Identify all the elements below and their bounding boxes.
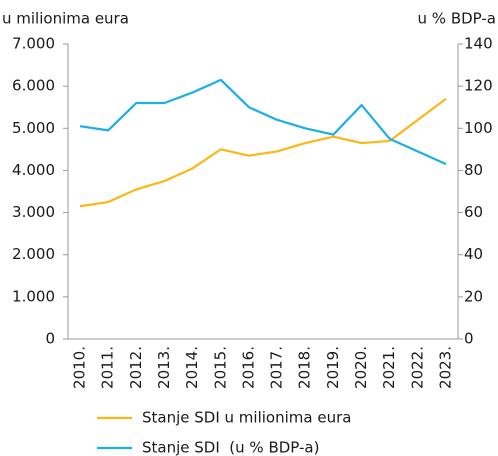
y2-tick-label: 100 bbox=[464, 119, 493, 137]
y2-tick-label: 120 bbox=[464, 77, 493, 95]
x-tick-label: 2017. bbox=[268, 346, 286, 389]
y2-tick-label: 20 bbox=[464, 287, 483, 305]
x-tick-label: 2021. bbox=[380, 346, 398, 389]
y-tick-label: 2.000 bbox=[12, 245, 55, 263]
y-tick-label: 3.000 bbox=[12, 203, 55, 221]
line-series bbox=[79, 78, 447, 166]
x-tick-label: 2011. bbox=[99, 346, 117, 389]
y-tick-label: 6.000 bbox=[12, 77, 55, 95]
y2-tick-label: 0 bbox=[464, 330, 474, 348]
y2-tick-label: 60 bbox=[464, 203, 483, 221]
x-tick-label: 2010. bbox=[71, 346, 89, 389]
x-tick-label: 2013. bbox=[155, 346, 173, 389]
y2-tick-label: 80 bbox=[464, 161, 483, 179]
y-tick-label: 7.000 bbox=[12, 35, 55, 53]
y-axis-label: u milionima eura bbox=[2, 10, 129, 28]
x-tick-label: 2014. bbox=[183, 346, 201, 389]
x-tick-label: 2015. bbox=[211, 346, 229, 389]
legend-label: Stanje SDI u milionima eura bbox=[142, 409, 351, 427]
legend-label: Stanje SDI (u % BDP-a) bbox=[142, 439, 319, 456]
x-tick-label: 2023. bbox=[437, 346, 455, 389]
y-tick-label: 4.000 bbox=[12, 161, 55, 179]
y-tick-label: 0 bbox=[45, 330, 55, 348]
x-tick-label: 2016. bbox=[239, 346, 257, 389]
y2-tick-label: 140 bbox=[464, 35, 493, 53]
x-tick-label: 2022. bbox=[408, 346, 426, 389]
line-series bbox=[79, 97, 447, 208]
y2-axis-label: u % BDP-a bbox=[418, 10, 496, 28]
x-tick-label: 2019. bbox=[324, 346, 342, 389]
x-tick-label: 2018. bbox=[296, 346, 314, 389]
x-tick-label: 2012. bbox=[127, 346, 145, 389]
y2-tick-label: 40 bbox=[464, 245, 483, 263]
y-tick-label: 1.000 bbox=[12, 287, 55, 305]
x-tick-label: 2020. bbox=[352, 346, 370, 389]
y-tick-label: 5.000 bbox=[12, 119, 55, 137]
